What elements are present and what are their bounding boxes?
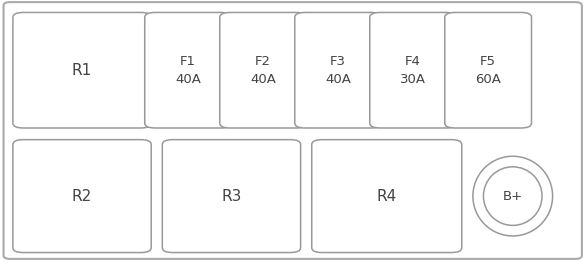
Text: F3
40A: F3 40A [325, 55, 351, 86]
Text: F1
40A: F1 40A [175, 55, 201, 86]
FancyBboxPatch shape [445, 12, 532, 128]
FancyBboxPatch shape [145, 12, 231, 128]
Text: B+: B+ [503, 189, 523, 203]
FancyBboxPatch shape [220, 12, 306, 128]
FancyBboxPatch shape [162, 140, 301, 253]
FancyBboxPatch shape [312, 140, 462, 253]
FancyBboxPatch shape [370, 12, 456, 128]
Text: R1: R1 [72, 63, 92, 78]
FancyBboxPatch shape [13, 12, 151, 128]
FancyBboxPatch shape [4, 2, 582, 259]
Text: R3: R3 [222, 189, 241, 204]
Text: R4: R4 [377, 189, 397, 204]
FancyBboxPatch shape [13, 140, 151, 253]
Text: F5
60A: F5 60A [475, 55, 501, 86]
Text: R2: R2 [72, 189, 92, 204]
Ellipse shape [473, 156, 553, 236]
FancyBboxPatch shape [295, 12, 381, 128]
Text: F2
40A: F2 40A [250, 55, 276, 86]
Text: F4
30A: F4 30A [400, 55, 426, 86]
Ellipse shape [483, 167, 542, 226]
